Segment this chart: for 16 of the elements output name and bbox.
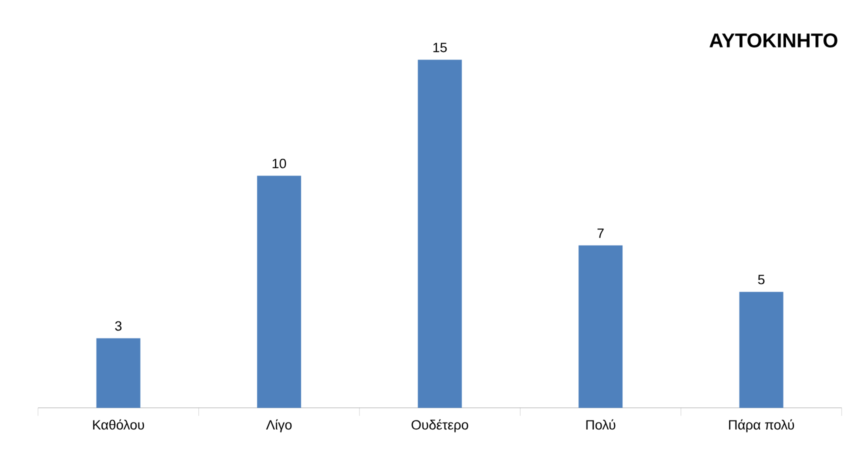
x-tick-label: Καθόλου — [93, 419, 144, 430]
bar — [257, 176, 302, 408]
bar — [739, 292, 784, 408]
x-tick-label: Ουδέτερο — [412, 419, 468, 432]
x-tick-label: Πάρα πολύ — [729, 419, 794, 432]
data-label: 7 — [598, 228, 604, 238]
data-label: 5 — [758, 275, 764, 284]
bar — [96, 338, 140, 408]
x-tick-label: Πολύ — [586, 419, 616, 430]
data-label: 3 — [115, 321, 122, 331]
data-label: 15 — [433, 42, 447, 52]
x-tick-label: Λίγο — [266, 419, 292, 432]
chart-title: ΑΥΤΟΚΙΝΗΤΟ — [710, 34, 838, 48]
bar — [578, 246, 623, 408]
data-label: 10 — [272, 158, 286, 168]
bar — [418, 60, 462, 408]
